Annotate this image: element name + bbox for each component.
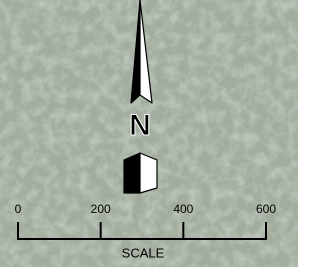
scale-tick-label: 0	[15, 202, 22, 216]
scale-tick-label: 200	[91, 202, 111, 216]
scale-tick-label: 600	[256, 202, 276, 216]
arrow-base-left	[124, 153, 140, 193]
arrow-base-right	[140, 153, 157, 193]
scale-label: SCALE	[122, 245, 165, 260]
map-view: N 0 200 400 600 SCALE	[0, 0, 298, 267]
scale-tick-label: 400	[173, 202, 193, 216]
north-label: N	[129, 109, 151, 142]
